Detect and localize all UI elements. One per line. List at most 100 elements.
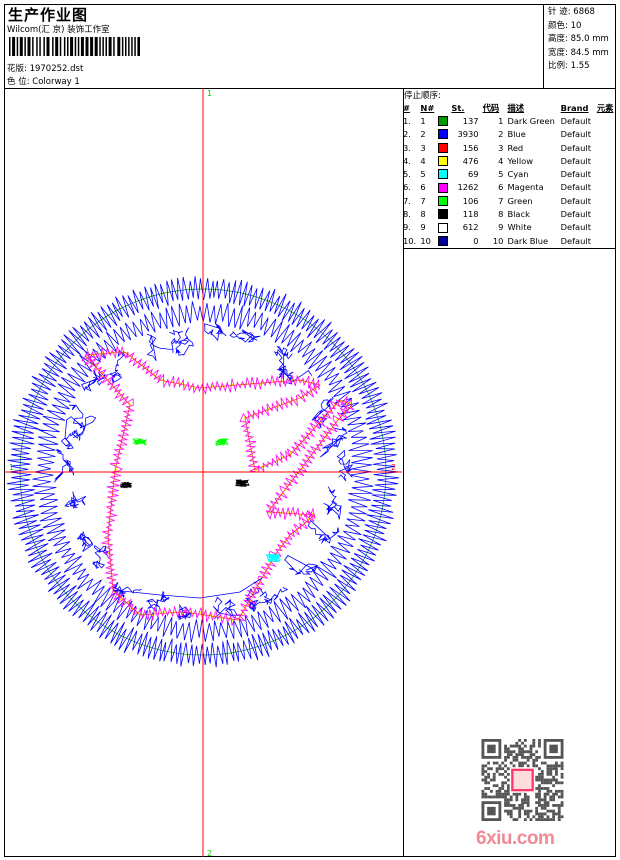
barcode-bar xyxy=(125,37,127,56)
qr-module xyxy=(504,747,507,751)
qr-module xyxy=(518,806,522,810)
qr-module xyxy=(487,781,490,785)
table-row: 5. 5 69 5 Cyan Default xyxy=(403,167,620,180)
qr-module xyxy=(506,787,510,790)
blue-lettering xyxy=(323,486,342,520)
qr-module xyxy=(538,744,541,748)
barcode-bar xyxy=(131,37,133,56)
qr-module xyxy=(509,815,513,819)
qr-module xyxy=(555,761,558,765)
qr-module xyxy=(489,767,493,771)
black-nose-right xyxy=(235,479,250,487)
row-brand: Default xyxy=(560,209,591,220)
row-index: 6. xyxy=(403,182,411,193)
qr-module xyxy=(515,806,519,810)
barcode-bar xyxy=(24,37,26,56)
qr-module xyxy=(560,764,564,768)
qr-module xyxy=(552,778,556,782)
qr-module xyxy=(518,812,522,816)
barcode-bar xyxy=(59,37,62,56)
qr-module xyxy=(495,784,499,788)
qr-module xyxy=(515,798,519,802)
barcode-bar xyxy=(67,37,69,56)
qr-module xyxy=(492,778,496,782)
qr-module xyxy=(512,755,516,759)
qr-module xyxy=(526,801,530,805)
qr-module xyxy=(523,798,527,802)
table-row: 6. 6 1262 6 Magenta Default xyxy=(403,181,620,194)
qr-module xyxy=(506,789,510,793)
qr-module xyxy=(501,767,505,771)
qr-module xyxy=(504,801,507,805)
row-description: Dark Green xyxy=(507,115,555,126)
color-swatch xyxy=(437,195,448,206)
row-needle: 10 xyxy=(420,235,431,246)
qr-module xyxy=(515,792,519,796)
row-code: 4 xyxy=(498,155,504,166)
qr-module xyxy=(546,801,550,805)
qr-module xyxy=(546,767,550,771)
qr-module xyxy=(535,750,539,754)
qr-module xyxy=(535,792,539,796)
qr-module xyxy=(529,747,533,751)
blue-lettering xyxy=(307,519,340,544)
qr-module xyxy=(540,815,544,819)
qr-module xyxy=(501,787,505,790)
qr-module xyxy=(487,775,490,779)
qr-module xyxy=(540,804,544,807)
stat-label: 比例: xyxy=(548,61,568,71)
blue-lettering xyxy=(311,396,334,429)
qr-module xyxy=(506,750,510,754)
qr-module xyxy=(484,775,488,779)
blue-lettering xyxy=(108,349,126,384)
qr-module xyxy=(484,792,488,796)
row-brand: Default xyxy=(560,142,591,153)
qr-module xyxy=(509,798,513,802)
qr-module xyxy=(523,812,527,816)
row-brand: Default xyxy=(560,182,591,193)
marker-top: 1 xyxy=(207,89,212,98)
row-index: 5. xyxy=(403,169,411,180)
row-needle: 7 xyxy=(420,195,426,206)
qr-module xyxy=(506,755,510,759)
pattern-value: 1970252.dst xyxy=(29,64,84,74)
qr-module xyxy=(557,781,561,785)
qr-module xyxy=(543,787,547,790)
qr-module xyxy=(538,741,541,745)
qr-module xyxy=(540,778,544,782)
qr-module xyxy=(521,806,524,810)
color-swatch xyxy=(437,169,448,180)
qr-module xyxy=(532,753,536,756)
qr-module xyxy=(552,792,556,796)
qr-module xyxy=(560,772,564,776)
qr-module xyxy=(492,772,496,776)
stat-label: 颜色: xyxy=(548,20,568,31)
row-code: 1 xyxy=(498,115,504,126)
qr-module xyxy=(560,804,564,807)
qr-module xyxy=(484,781,488,785)
row-stitches: 612 xyxy=(462,222,479,233)
qr-module xyxy=(549,772,553,776)
qr-module xyxy=(521,741,524,745)
color-swatch xyxy=(437,182,448,193)
blue-lettering xyxy=(212,596,242,619)
barcode xyxy=(9,37,140,56)
qr-module xyxy=(487,772,490,776)
row-swatch xyxy=(437,221,452,234)
qr-module xyxy=(515,755,519,759)
qr-module xyxy=(538,787,541,790)
barcode-bar xyxy=(99,37,101,56)
green-eye-right xyxy=(214,438,229,447)
qr-module xyxy=(560,781,564,785)
row-swatch xyxy=(437,167,452,180)
barcode-bar xyxy=(134,37,136,56)
blue-lettering xyxy=(60,416,86,450)
qr-module xyxy=(540,812,544,816)
qr-module xyxy=(487,806,496,816)
barcode-bar xyxy=(46,37,50,56)
qr-module xyxy=(557,809,561,813)
qr-module xyxy=(509,750,513,754)
qr-module xyxy=(498,789,502,793)
qr-module xyxy=(484,795,488,799)
qr-module xyxy=(498,772,502,776)
